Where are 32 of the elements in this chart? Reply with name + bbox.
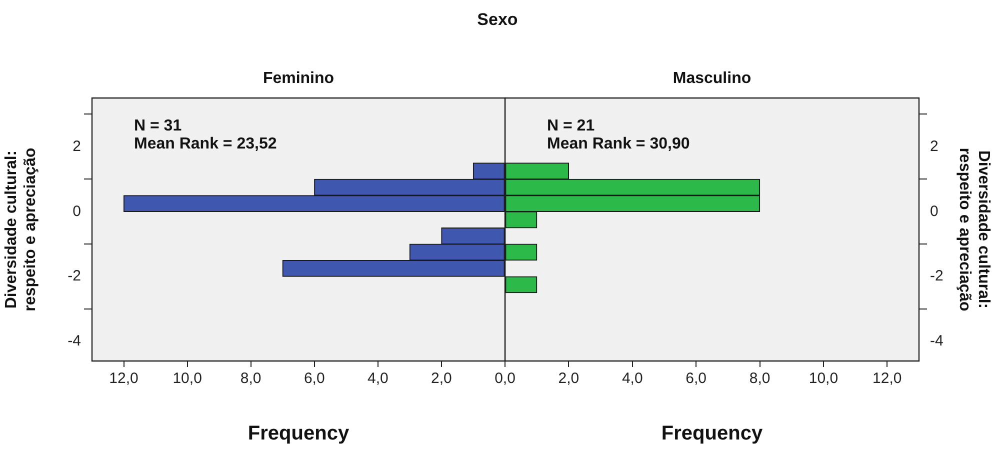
x-tick-label: 6,0 [304, 370, 325, 388]
x-tick-label: 8,0 [240, 370, 262, 388]
annotation: Mean Rank = 23,52 [134, 135, 277, 152]
y-tick-label: 0 [72, 202, 81, 220]
y-tick-label: -2 [68, 268, 81, 285]
annotation: N = 21 [547, 117, 595, 134]
chart-title: Sexo [476, 10, 519, 30]
chart-title: Masculino [672, 70, 752, 88]
y-tick-label: -2 [930, 268, 944, 285]
x-tick-label: 6,0 [686, 370, 707, 388]
y-tick-label: -4 [68, 332, 81, 350]
y-tick-label: -4 [930, 332, 944, 350]
x-tick-label: 0,0 [494, 370, 516, 388]
x-tick-label: 12,0 [109, 370, 138, 388]
x-axis-title: Frequency [661, 422, 764, 445]
annotation: Mean Rank = 30,90 [547, 135, 690, 152]
x-tick-label: 4,0 [622, 370, 643, 388]
annotation: N = 31 [134, 117, 182, 134]
x-tick-label: 4,0 [367, 370, 388, 388]
y-tick-label: 2 [72, 138, 81, 155]
y-axis-title: Diversidade cultural: respeito e apreciação [956, 148, 992, 312]
x-tick-label: 10,0 [172, 370, 202, 388]
y-axis-title: Diversidade cultural: respeito e apreciação [3, 147, 40, 312]
x-tick-label: 8,0 [749, 370, 770, 388]
x-tick-label: 2,0 [558, 370, 580, 388]
y-tick-label: 2 [930, 138, 938, 155]
y-tick-label: 0 [930, 202, 938, 220]
x-tick-label: 2,0 [431, 370, 452, 388]
chart-subtitle: Feminino [262, 70, 336, 88]
x-tick-label: 10,0 [808, 370, 838, 388]
x-tick-label: 12,0 [872, 370, 902, 388]
x-axis-title: Frequency [248, 422, 350, 445]
